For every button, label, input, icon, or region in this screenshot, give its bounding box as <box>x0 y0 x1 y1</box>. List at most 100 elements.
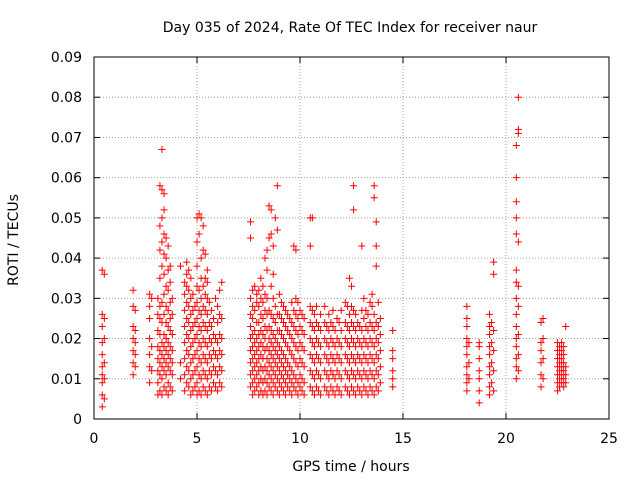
x-tick-label: 25 <box>600 431 618 447</box>
data-point <box>269 242 277 250</box>
data-point <box>191 383 199 391</box>
data-point <box>160 383 168 391</box>
data-point <box>253 371 261 379</box>
data-point <box>271 335 279 343</box>
data-point <box>257 294 265 302</box>
data-point <box>195 371 203 379</box>
data-point <box>300 347 308 355</box>
data-point <box>183 314 191 322</box>
data-point <box>160 250 168 258</box>
data-point <box>315 387 323 395</box>
data-point <box>269 379 277 387</box>
data-point <box>197 359 205 367</box>
data-point <box>282 339 290 347</box>
data-point <box>158 146 166 154</box>
data-point <box>337 306 345 314</box>
data-point <box>350 206 358 214</box>
data-point <box>389 375 397 383</box>
data-point <box>350 182 358 190</box>
data-point <box>348 318 355 326</box>
data-point <box>261 254 269 262</box>
data-point <box>280 387 288 395</box>
data-point <box>337 327 345 335</box>
data-point <box>100 335 108 343</box>
data-point <box>160 367 168 375</box>
data-point <box>131 306 139 314</box>
data-point <box>370 182 378 190</box>
data-point <box>201 387 209 395</box>
data-point <box>207 387 215 395</box>
data-point <box>257 351 265 359</box>
data-point <box>249 391 257 399</box>
data-point <box>341 367 349 375</box>
data-point <box>512 355 520 363</box>
data-point <box>358 343 366 351</box>
data-point <box>294 363 302 371</box>
data-point <box>214 302 222 310</box>
data-point <box>187 391 195 399</box>
data-point <box>199 367 207 375</box>
data-point <box>255 302 263 310</box>
data-point <box>354 383 362 391</box>
data-point <box>154 310 162 318</box>
data-point <box>374 298 382 306</box>
data-point <box>282 306 290 314</box>
data-point <box>98 379 106 387</box>
data-point <box>370 310 378 318</box>
data-point <box>193 347 201 355</box>
data-point <box>146 314 154 322</box>
data-point <box>486 310 494 318</box>
y-tick-label: 0.02 <box>51 332 82 348</box>
data-point <box>214 318 222 326</box>
data-point <box>341 383 349 391</box>
data-point <box>193 298 201 306</box>
data-point <box>290 322 298 330</box>
gridlines <box>94 57 609 419</box>
data-point <box>362 371 370 379</box>
data-point <box>298 343 306 351</box>
data-point <box>325 327 333 335</box>
data-point <box>267 351 275 359</box>
data-point <box>162 371 170 379</box>
y-tick-label: 0.03 <box>51 291 82 307</box>
y-tick-label: 0.05 <box>51 211 82 227</box>
data-point <box>203 278 211 286</box>
data-point <box>345 391 353 399</box>
data-point <box>310 327 318 335</box>
data-point <box>475 399 483 407</box>
data-point <box>212 351 220 359</box>
data-point <box>267 282 275 290</box>
data-point <box>354 335 362 343</box>
data-point <box>514 302 522 310</box>
data-point <box>389 367 397 375</box>
data-point <box>294 314 302 322</box>
data-point <box>490 327 498 335</box>
data-point <box>350 355 358 363</box>
data-point <box>333 367 341 375</box>
data-point <box>327 335 335 343</box>
data-point <box>317 310 325 318</box>
data-point <box>146 363 154 371</box>
data-point <box>257 327 265 335</box>
data-point <box>269 270 277 278</box>
data-point <box>207 306 215 314</box>
data-point <box>156 387 164 395</box>
data-point <box>203 375 211 383</box>
data-point <box>463 363 471 371</box>
data-point <box>249 331 257 339</box>
data-point <box>356 371 364 379</box>
data-point <box>512 141 520 149</box>
data-point <box>512 278 520 286</box>
data-point <box>296 383 304 391</box>
data-point <box>282 322 290 330</box>
data-point <box>315 371 323 379</box>
data-point <box>209 314 217 322</box>
data-point <box>290 242 298 250</box>
data-point <box>247 322 255 330</box>
data-point <box>154 379 162 387</box>
data-point <box>374 322 382 330</box>
data-point <box>308 387 316 395</box>
data-point <box>327 351 335 359</box>
data-point <box>166 383 174 391</box>
data-point <box>341 351 349 359</box>
